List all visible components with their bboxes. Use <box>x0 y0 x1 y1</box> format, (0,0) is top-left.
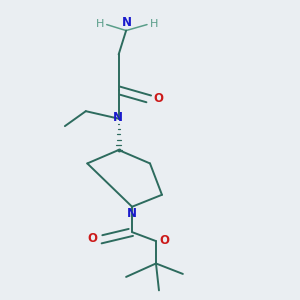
Text: H: H <box>96 19 104 29</box>
Text: H: H <box>149 19 158 29</box>
Text: N: N <box>127 207 137 220</box>
Text: N: N <box>122 16 132 29</box>
Text: N: N <box>113 111 123 124</box>
Text: O: O <box>153 92 163 105</box>
Text: O: O <box>160 234 170 247</box>
Text: O: O <box>87 232 97 245</box>
